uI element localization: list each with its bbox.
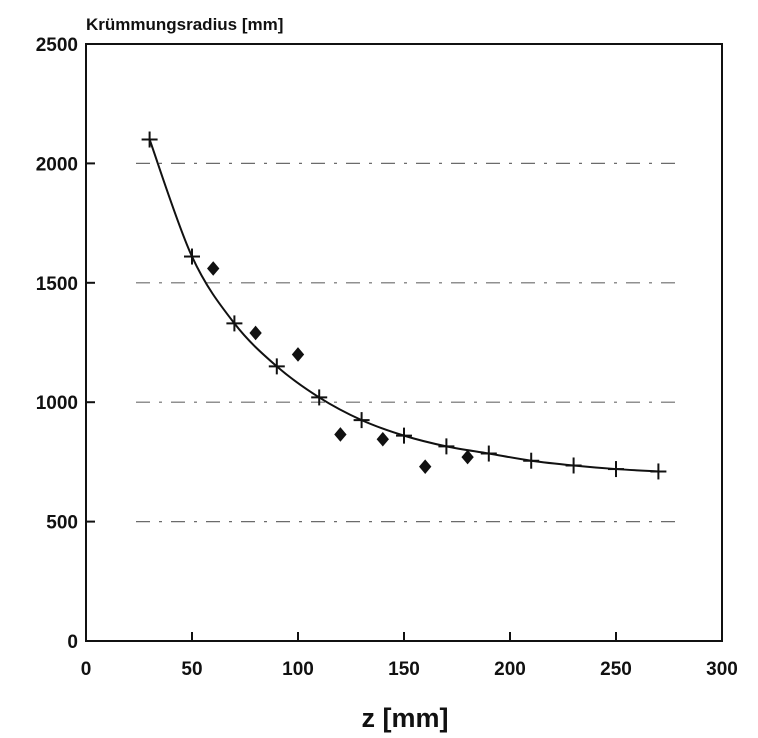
y-tick-label: 500 [46,513,78,534]
x-tick-label: 250 [600,659,632,680]
diamond-marker [419,459,432,474]
y-tick-label: 2000 [36,154,78,175]
y-axis-label: Krümmungsradius [mm] [86,15,283,34]
x-tick-label: 0 [81,659,92,680]
x-tick-label: 50 [181,659,202,680]
y-tick-label: 0 [67,632,78,653]
diamond-marker [249,325,262,341]
plus-marker [226,315,243,332]
plus-marker [480,445,497,462]
plus-marker [311,389,328,406]
fit-curve-layer [148,139,659,473]
y-tick-label: 1000 [36,393,78,414]
diamond-marker [291,347,305,362]
grid-lines [136,162,682,523]
fit-curve [148,139,659,473]
x-tick-label: 200 [494,659,526,680]
y-tick-label: 2500 [36,35,78,56]
x-tick-label: 300 [706,659,738,680]
diamond-marker [461,449,474,465]
diamond-marker [207,261,220,276]
plus-marker [396,427,412,444]
diamond-marker [334,427,347,442]
x-axis-label: z [mm] [362,703,449,733]
plus-marker [141,131,158,148]
plot-frame [85,43,723,642]
x-tick-label: 150 [388,659,420,680]
plus-marker [268,358,285,375]
plus-marker [438,438,455,455]
plus-marker [353,412,370,429]
x-tick-label: 100 [282,659,314,680]
data-markers [141,131,667,480]
plus-marker [565,457,582,474]
axis-ticks: 0 500 1000 1500 2000 2500 0 50 100 150 200 250 300 [36,35,738,680]
plus-marker [608,461,624,478]
diamond-marker [376,431,389,447]
plus-marker [184,248,200,265]
y-tick-label: 1500 [36,274,78,295]
plus-marker [650,463,667,480]
plus-marker [523,452,540,469]
